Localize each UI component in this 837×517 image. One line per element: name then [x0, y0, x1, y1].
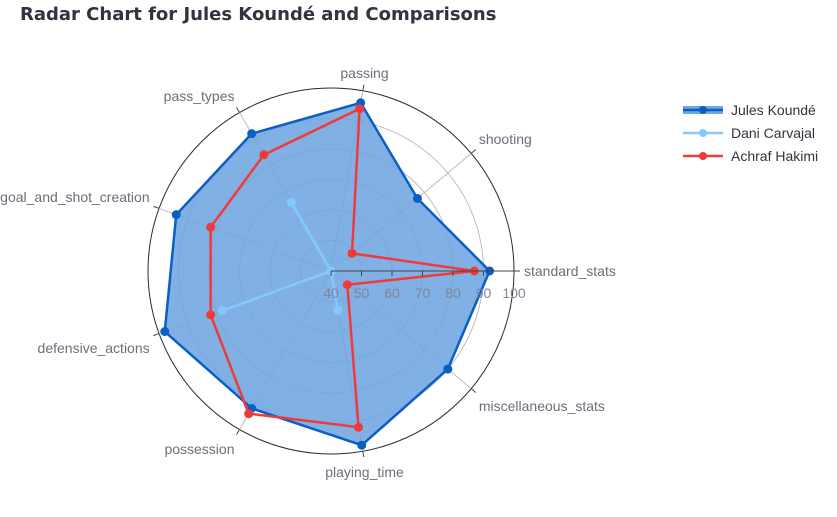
series-line-achraf-hakimi	[209, 107, 476, 429]
axis-label-miscellaneous-stats: miscellaneous_stats	[479, 398, 605, 414]
point-achraf-hakimi-pass-types	[259, 150, 269, 160]
angular-tick-playing-time	[362, 451, 365, 458]
point-achraf-hakimi-passing	[355, 104, 365, 114]
point-achraf-hakimi-shooting	[347, 248, 357, 258]
legend[interactable]: Jules Koundé Dani Carvajal Achraf Hakimi	[683, 102, 818, 164]
axis-label-shooting: shooting	[479, 131, 532, 147]
legend-item-dani-carvajal[interactable]: Dani Carvajal	[683, 125, 815, 141]
radial-tick-label-80: 80	[445, 285, 461, 301]
axis-label-possession: possession	[164, 441, 234, 457]
legend-item-jules-kound[interactable]: Jules Koundé	[683, 102, 816, 118]
point-dani-carvajal-defensive-actions	[217, 306, 227, 316]
point-jules-kound-miscellaneous-stats	[443, 364, 453, 374]
point-achraf-hakimi-playing-time	[354, 422, 364, 432]
legend-label: Dani Carvajal	[731, 125, 815, 141]
axis-label-standard-stats: standard_stats	[524, 263, 616, 279]
series-achraf-hakimi	[206, 104, 479, 432]
point-jules-kound-goal-and-shot-creation	[171, 210, 181, 220]
point-dani-carvajal-pass-types	[286, 197, 296, 207]
point-achraf-hakimi-defensive-actions	[206, 310, 216, 320]
chart-title: Radar Chart for Jules Koundé and Compari…	[20, 4, 497, 25]
axis-label-goal-and-shot-creation: goal_and_shot_creation	[0, 189, 149, 205]
angular-tick-defensive-actions	[153, 333, 160, 337]
radar-series	[160, 98, 495, 450]
radial-tick-label-50: 50	[354, 285, 370, 301]
axis-label-defensive-actions: defensive_actions	[38, 340, 150, 356]
legend-swatch-marker	[699, 129, 707, 137]
legend-label: Jules Koundé	[731, 102, 816, 118]
point-achraf-hakimi-miscellaneous-stats	[342, 280, 352, 290]
point-jules-kound-pass-types	[247, 129, 257, 139]
radial-tick-label-100: 100	[502, 285, 526, 301]
legend-swatch-marker	[699, 106, 707, 114]
series-line-jules-kound	[163, 101, 491, 447]
axis-label-pass-types: pass_types	[164, 88, 235, 104]
legend-swatch-marker	[699, 152, 707, 160]
point-jules-kound-defensive-actions	[160, 327, 170, 337]
radial-axis: 40 50 60 70 80 90 100	[323, 270, 526, 301]
radial-tick-label-70: 70	[415, 285, 431, 301]
angular-tick-goal-and-shot-creation	[153, 205, 160, 209]
angular-tick-pass-types	[236, 107, 240, 113]
series-jules-kound	[160, 98, 495, 450]
point-jules-kound-shooting	[412, 193, 422, 203]
point-achraf-hakimi-goal-and-shot-creation	[206, 222, 216, 232]
axis-label-playing-time: playing_time	[325, 464, 404, 480]
legend-label: Achraf Hakimi	[731, 148, 818, 164]
radial-tick-label-90: 90	[476, 285, 492, 301]
angular-tick-possession	[236, 429, 240, 435]
radial-tick-label-40: 40	[323, 285, 339, 301]
point-achraf-hakimi-possession	[244, 409, 254, 419]
angular-tick-miscellaneous-stats	[470, 388, 477, 393]
radial-tick-label-60: 60	[384, 285, 400, 301]
point-dani-carvajal-playing-time	[333, 305, 343, 315]
axis-label-passing: passing	[340, 65, 388, 81]
angular-axis-labels: standard_stats shooting passing pass_typesg…	[0, 65, 616, 480]
angular-tick-passing	[362, 84, 365, 91]
legend-item-achraf-hakimi[interactable]: Achraf Hakimi	[683, 148, 818, 164]
angular-tick-shooting	[470, 149, 477, 154]
point-jules-kound-playing-time	[357, 440, 367, 450]
